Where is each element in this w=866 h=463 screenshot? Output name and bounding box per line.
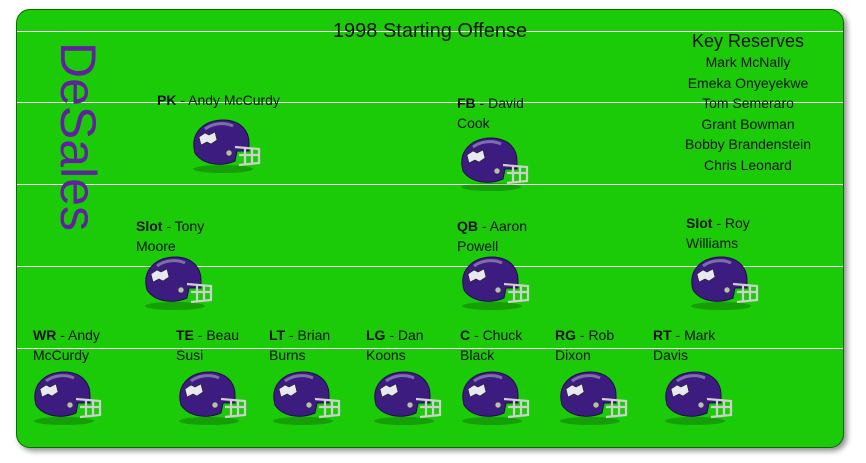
helmet-icon <box>26 369 106 427</box>
helmet-icon <box>453 135 533 193</box>
player-name: Koons <box>366 347 406 363</box>
player-name: Cook <box>457 115 490 131</box>
page-title: 1998 Starting Offense <box>332 20 528 42</box>
yard-line <box>17 31 843 32</box>
reserve-name: Mark McNally <box>705 54 791 70</box>
player-name: - Aaron <box>478 218 528 234</box>
player-rg: RG - Rob Dixon <box>555 325 614 365</box>
player-lt: LT - Brian Burns <box>269 325 330 365</box>
player-name: Burns <box>269 347 306 363</box>
yard-line <box>17 266 843 267</box>
player-fb: FB - David Cook <box>457 93 524 133</box>
helmet-icon <box>683 254 763 312</box>
helmet-icon <box>137 254 217 312</box>
helmet-icon <box>454 369 534 427</box>
player-c: C - Chuck Black <box>460 325 522 365</box>
reserves-heading: Key Reserves <box>691 31 805 51</box>
yard-line <box>17 348 843 349</box>
player-name: - Andy <box>56 327 100 343</box>
player-position: RT <box>653 327 672 343</box>
player-name: - Tony <box>162 218 205 234</box>
helmet-icon <box>366 369 446 427</box>
player-position: TE <box>176 327 194 343</box>
player-name: Dixon <box>555 347 591 363</box>
helmet-icon <box>657 369 737 427</box>
player-name: - Dan <box>385 327 424 343</box>
reserve-name: Bobby Brandenstein <box>684 136 812 152</box>
player-name: - Rob <box>576 327 615 343</box>
player-name: - Beau <box>193 327 240 343</box>
reserve-name: Emeka Onyeyekwe <box>687 74 809 91</box>
player-name: Moore <box>136 238 176 254</box>
player-name: - Brian <box>285 327 331 343</box>
player-rt: RT - Mark Davis <box>653 325 715 365</box>
helmet-icon <box>265 369 345 427</box>
player-position: QB <box>457 218 478 234</box>
helmet-icon <box>454 254 534 312</box>
player-slot-left: Slot - Tony Moore <box>136 216 204 256</box>
player-name: Susi <box>176 347 204 363</box>
helmet-icon <box>185 117 265 175</box>
player-position: WR <box>33 327 57 343</box>
player-position: PK <box>157 92 177 108</box>
reserve-name: Tom Semeraro <box>702 95 794 111</box>
player-te: TE - Beau Susi <box>176 325 239 365</box>
key-reserves: Key Reserves Mark McNally Emeka Onyeyekw… <box>667 30 829 175</box>
player-position: LG <box>366 327 386 343</box>
helmet-icon <box>552 369 632 427</box>
player-lg: LG - Dan Koons <box>366 325 424 365</box>
player-qb: QB - Aaron Powell <box>457 216 527 256</box>
player-wr: WR - Andy McCurdy <box>33 325 100 365</box>
player-name: - Mark <box>671 327 716 343</box>
player-name: Black <box>460 347 495 363</box>
player-position: Slot <box>686 215 713 231</box>
yard-line <box>17 102 843 103</box>
player-name: - Chuck <box>470 327 523 343</box>
football-field: 1998 Starting Offense DeSales Key Reserv… <box>16 9 844 448</box>
player-name: - David <box>475 95 524 111</box>
player-position: LT <box>269 327 286 343</box>
player-name: Powell <box>457 238 499 254</box>
yard-line <box>17 184 843 185</box>
player-position: RG <box>555 327 576 343</box>
player-name: McCurdy <box>33 347 90 363</box>
player-name: - Andy McCurdy <box>176 92 280 108</box>
player-position: C <box>460 327 471 343</box>
player-slot-right: Slot - Roy Williams <box>686 213 750 253</box>
helmet-icon <box>171 369 251 427</box>
player-pk: PK - Andy McCurdy <box>157 90 280 110</box>
player-position: Slot <box>136 218 163 234</box>
team-name: DeSales <box>50 42 106 231</box>
reserve-name: Grant Bowman <box>701 115 795 132</box>
reserve-name: Chris Leonard <box>704 156 792 173</box>
player-name: Williams <box>686 235 739 251</box>
player-name: Davis <box>653 347 689 363</box>
player-name: - Roy <box>712 215 750 231</box>
player-position: FB <box>457 95 476 111</box>
